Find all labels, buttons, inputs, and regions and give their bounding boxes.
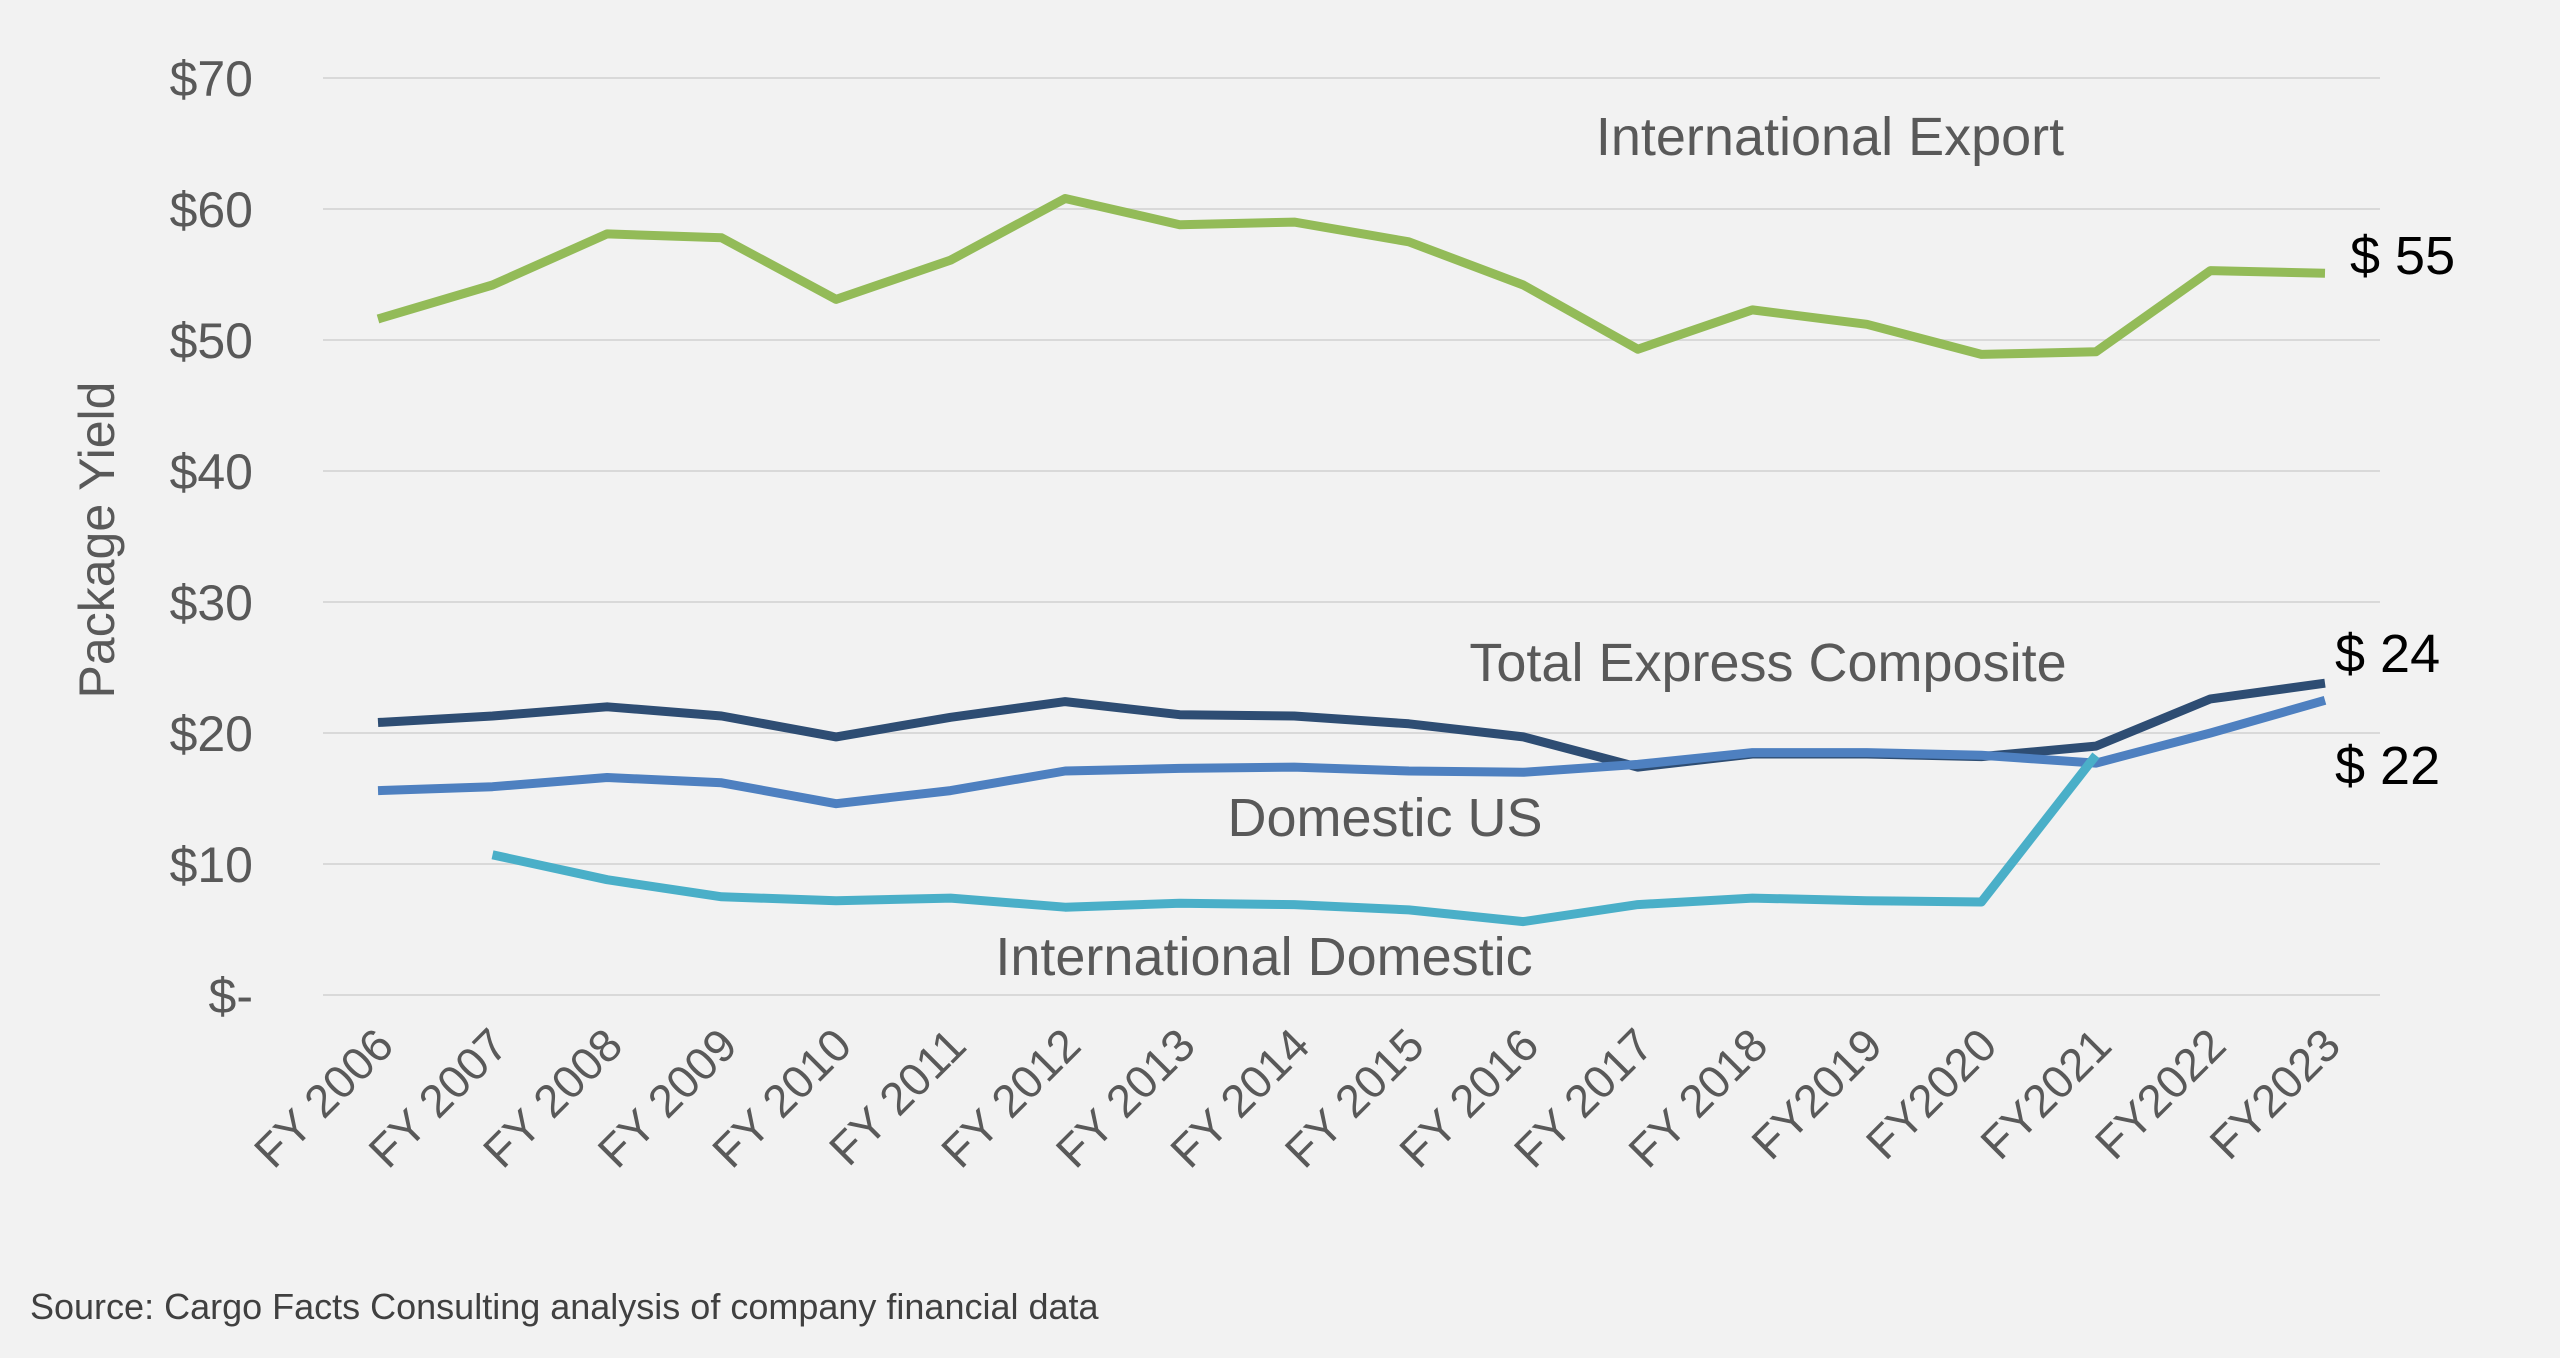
series-line-international-domestic [491, 752, 2100, 927]
y-tick-label: $70 [170, 51, 253, 107]
y-tick-label: $40 [170, 444, 253, 500]
y-tick-label: $- [209, 968, 253, 1024]
y-tick-label: $50 [170, 313, 253, 369]
series-label-domestic-us: Domestic US [1227, 788, 1542, 848]
end-value-label-international-export: $ 55 [2350, 226, 2455, 286]
y-axis-ticks: $70 $60 $50 $40 $30 $20 $10 $- [170, 51, 253, 1024]
y-tick-label: $10 [170, 837, 253, 893]
y-tick-label: $30 [170, 575, 253, 631]
y-tick-label: $60 [170, 182, 253, 238]
series-lines [376, 194, 2327, 927]
series-label-international-export: International Export [1596, 107, 2064, 167]
y-tick-label: $20 [170, 706, 253, 762]
series-line-international-export [376, 194, 2326, 359]
series-label-total-express-composite: Total Express Composite [1469, 633, 2066, 693]
grid-lines [323, 77, 2380, 996]
end-value-label-domestic-us: $ 22 [2335, 736, 2440, 796]
end-value-label-total-express-composite: $ 24 [2335, 624, 2440, 684]
series-line-domestic-us [377, 695, 2327, 809]
y-axis-label: Package Yield [69, 382, 125, 699]
series-label-international-domestic: International Domestic [995, 927, 1532, 987]
source-note: Source: Cargo Facts Consulting analysis … [30, 1286, 1099, 1327]
x-tick-label: FY2023 [2199, 1018, 2350, 1169]
